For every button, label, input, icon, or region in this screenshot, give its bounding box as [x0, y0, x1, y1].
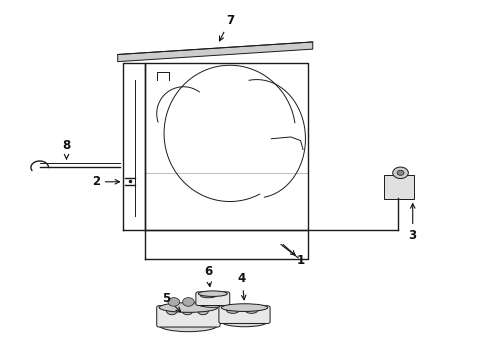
Ellipse shape: [159, 319, 217, 332]
Circle shape: [197, 298, 208, 306]
Ellipse shape: [159, 303, 217, 312]
Text: 5: 5: [162, 292, 180, 312]
Circle shape: [182, 298, 194, 306]
Ellipse shape: [198, 291, 227, 296]
Circle shape: [396, 170, 403, 175]
Ellipse shape: [200, 293, 216, 298]
FancyBboxPatch shape: [219, 306, 269, 323]
Ellipse shape: [221, 316, 267, 327]
Text: 6: 6: [203, 265, 212, 287]
Text: 4: 4: [238, 272, 245, 300]
Ellipse shape: [166, 307, 177, 315]
Text: 3: 3: [408, 204, 416, 242]
Ellipse shape: [244, 307, 257, 313]
Ellipse shape: [197, 307, 208, 315]
Polygon shape: [118, 42, 312, 62]
Ellipse shape: [182, 307, 193, 315]
FancyBboxPatch shape: [196, 292, 229, 306]
Ellipse shape: [221, 304, 267, 311]
Text: 1: 1: [296, 254, 304, 267]
FancyBboxPatch shape: [384, 175, 413, 199]
Text: 2: 2: [92, 175, 119, 188]
Text: 8: 8: [62, 139, 70, 159]
Ellipse shape: [198, 300, 227, 307]
Text: 7: 7: [219, 14, 233, 41]
Ellipse shape: [226, 307, 239, 313]
Circle shape: [167, 298, 179, 306]
Circle shape: [392, 167, 407, 179]
FancyBboxPatch shape: [157, 306, 220, 327]
